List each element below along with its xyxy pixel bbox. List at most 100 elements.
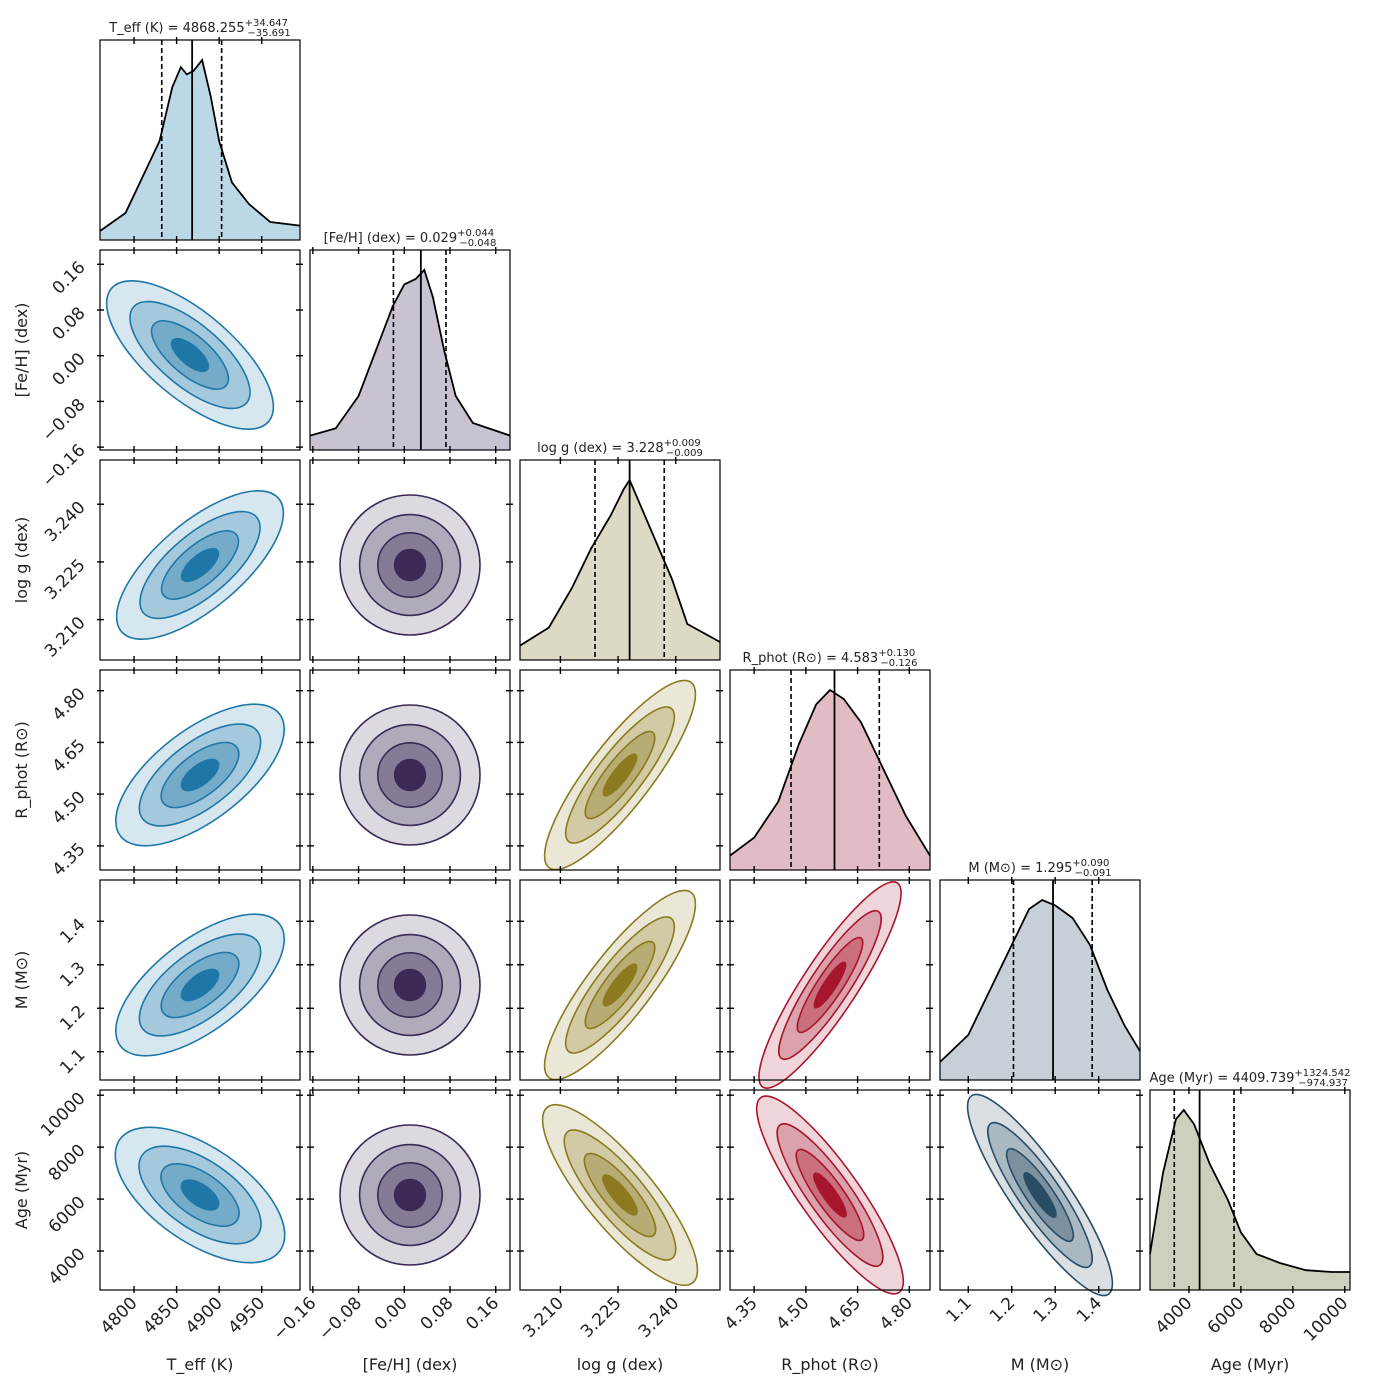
title-mass: M (M⊙) = 1.295+0.090 −0.091 (968, 858, 1111, 879)
y-tick-label-feh: 0.08 (49, 303, 90, 344)
contour-frame-rphot-vs-feh (309, 669, 511, 871)
contour-level-4 (602, 1174, 638, 1216)
contour-level-4 (813, 961, 847, 1009)
y-tick-label-rphot: 4.65 (49, 736, 90, 777)
x-tick-label-age: 6000 (1204, 1293, 1249, 1338)
x-tick-label-age: 10000 (1300, 1293, 1352, 1345)
x-tick-label-feh: −0.08 (315, 1293, 366, 1344)
marginal-panel-rphot: R_phot (R⊙) = 4.583+0.130 −0.126 (729, 648, 931, 871)
x-axis-label-age: Age (Myr) (1211, 1355, 1289, 1374)
title-age: Age (Myr) = 4409.739+1324.542 −974.937 (1150, 1068, 1351, 1089)
contour-panel-age-vs-mass (939, 1089, 1141, 1297)
contour-frame-age-vs-rphot (729, 1089, 931, 1291)
marginal-frame-mass (939, 879, 1141, 1081)
contour-level-4 (813, 1172, 847, 1218)
contour-level-4 (602, 963, 638, 1007)
contour-panel-mass-vs-logg (519, 879, 721, 1081)
contour-level-4 (180, 1179, 220, 1211)
x-tick-label-logg: 3.225 (577, 1293, 626, 1342)
x-tick-label-feh: −0.16 (269, 1293, 320, 1344)
x-tick-label-rphot: 4.35 (721, 1293, 762, 1334)
x-axis-label-mass: M (M⊙) (1011, 1355, 1070, 1374)
contour-frame-logg-vs-teff (99, 459, 301, 661)
marginal-frame-age (1149, 1089, 1351, 1291)
x-tick-label-feh: 0.16 (462, 1293, 503, 1334)
x-tick-label-logg: 3.240 (635, 1293, 684, 1342)
contour-frame-age-vs-logg (519, 1089, 721, 1291)
y-tick-label-feh: 0.16 (49, 258, 90, 299)
y-tick-label-feh: −0.16 (39, 441, 90, 492)
x-tick-label-rphot: 4.80 (876, 1293, 917, 1334)
contour-frame-rphot-vs-teff (99, 669, 301, 871)
marginal-curve-rphot (729, 688, 931, 857)
y-tick-label-logg: 3.210 (41, 613, 90, 662)
title-logg: log g (dex) = 3.228+0.009 −0.009 (537, 438, 703, 459)
x-tick-label-logg: 3.210 (519, 1293, 568, 1342)
marginal-curve-mass (939, 898, 1141, 1063)
title-teff: T_eff (K) = 4868.255+34.647 −35.691 (108, 18, 291, 39)
contour-frame-feh-vs-teff (99, 249, 301, 451)
x-axis-label-logg: log g (dex) (577, 1355, 663, 1374)
marginal-frame-logg (519, 459, 721, 661)
marginal-curve-teff (99, 57, 301, 232)
y-axis-label-age: Age (Myr) (12, 1151, 31, 1229)
y-tick-label-logg: 3.240 (41, 498, 90, 547)
contour-level-4 (170, 337, 210, 373)
marginal-panel-teff: T_eff (K) = 4868.255+34.647 −35.691 (99, 18, 301, 241)
contour-level-4 (180, 547, 220, 583)
x-tick-label-rphot: 4.50 (772, 1293, 813, 1334)
y-tick-label-age: 4000 (45, 1244, 90, 1289)
y-tick-label-rphot: 4.80 (49, 684, 90, 725)
title-feh: [Fe/H] (dex) = 0.029+0.044 −0.048 (324, 228, 497, 249)
contour-panel-age-vs-rphot (729, 1089, 931, 1295)
contour-frame-age-vs-teff (99, 1089, 301, 1291)
x-tick-label-age: 4000 (1152, 1293, 1197, 1338)
contour-panel-logg-vs-feh (309, 459, 511, 661)
y-tick-label-mass: 1.4 (56, 915, 89, 948)
contour-panel-age-vs-teff (99, 1089, 301, 1291)
contour-panel-mass-vs-feh (309, 879, 511, 1081)
y-tick-label-rphot: 4.50 (49, 788, 90, 829)
marginal-curve-feh (309, 268, 511, 437)
contour-level-4 (602, 753, 638, 797)
y-axis-label-rphot: R_phot (R⊙) (12, 721, 32, 819)
x-tick-label-mass: 1.3 (1029, 1293, 1062, 1326)
x-axis-label-teff: T_eff (K) (166, 1355, 234, 1375)
marginal-panel-age: Age (Myr) = 4409.739+1324.542 −974.937 (1149, 1068, 1351, 1291)
x-tick-label-age: 8000 (1256, 1293, 1301, 1338)
contour-level-4 (180, 968, 220, 1002)
y-tick-label-logg: 3.225 (41, 555, 90, 604)
marginal-fill-age (1150, 1110, 1350, 1290)
marginal-curve-age (1149, 1108, 1350, 1273)
contour-panel-rphot-vs-feh (309, 669, 511, 871)
x-tick-label-mass: 1.1 (943, 1293, 976, 1326)
x-axis-label-rphot: R_phot (R⊙) (781, 1355, 879, 1375)
x-tick-label-mass: 1.4 (1073, 1293, 1106, 1326)
x-tick-label-teff: 4950 (225, 1293, 270, 1338)
marginal-frame-rphot (729, 669, 931, 871)
contour-frame-logg-vs-feh (309, 459, 511, 661)
contour-frame-mass-vs-teff (99, 879, 301, 1081)
marginal-panel-logg: log g (dex) = 3.228+0.009 −0.009 (519, 438, 721, 661)
y-tick-label-mass: 1.3 (56, 958, 89, 991)
marginal-panel-mass: M (M⊙) = 1.295+0.090 −0.091 (939, 858, 1141, 1081)
contour-panel-rphot-vs-teff (99, 669, 301, 871)
x-tick-label-feh: 0.08 (417, 1293, 458, 1334)
contour-panel-age-vs-feh (309, 1089, 511, 1291)
y-tick-label-feh: 0.00 (49, 349, 90, 390)
marginal-fill-feh (310, 270, 510, 450)
x-tick-label-feh: 0.00 (371, 1293, 412, 1334)
y-tick-label-age: 6000 (45, 1192, 90, 1237)
y-axis-label-mass: M (M⊙) (12, 951, 31, 1010)
contour-panel-mass-vs-rphot (729, 879, 931, 1089)
marginal-curve-logg (519, 478, 721, 647)
x-tick-label-teff: 4850 (139, 1293, 184, 1338)
contour-level-4 (393, 758, 427, 792)
contour-panel-mass-vs-teff (99, 879, 301, 1081)
x-tick-label-teff: 4800 (97, 1293, 142, 1338)
marginal-fill-rphot (730, 690, 930, 870)
contour-panel-rphot-vs-logg (519, 669, 721, 871)
contour-level-4 (393, 968, 427, 1002)
y-tick-label-age: 8000 (45, 1141, 90, 1186)
